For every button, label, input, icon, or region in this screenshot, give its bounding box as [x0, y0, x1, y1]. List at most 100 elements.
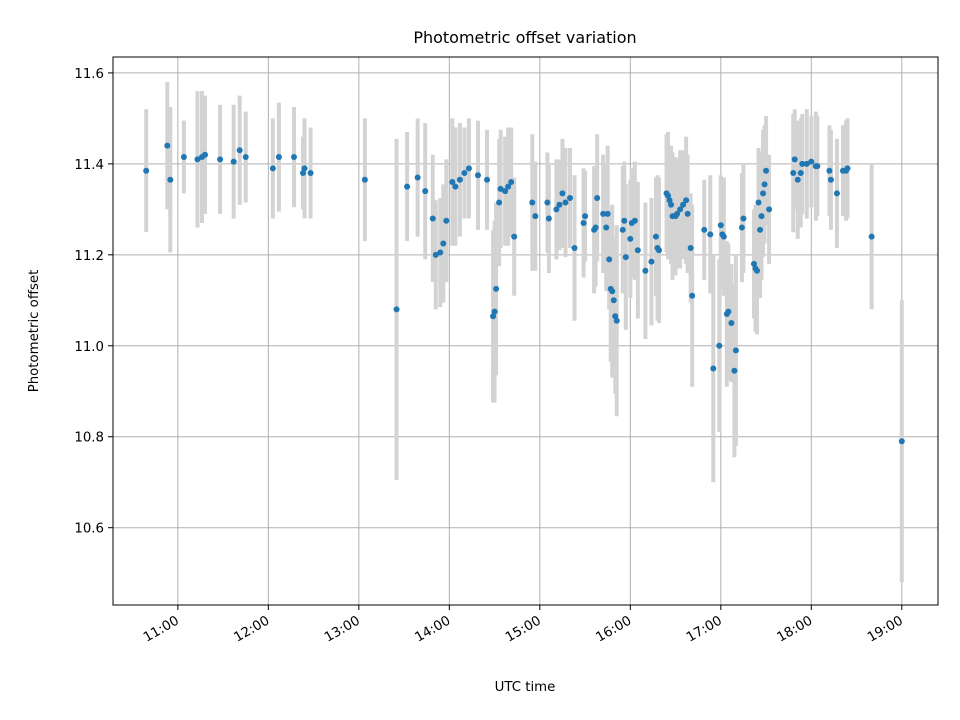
data-point — [684, 210, 691, 217]
data-point — [600, 210, 607, 217]
data-point — [763, 167, 770, 174]
y-axis-label: Photometric offset — [27, 270, 42, 393]
data-point — [449, 179, 456, 186]
data-point — [760, 190, 767, 197]
data-point — [242, 154, 249, 161]
data-point — [707, 231, 714, 238]
data-point — [465, 165, 472, 172]
data-point — [683, 197, 690, 204]
data-point — [592, 224, 599, 231]
data-point — [180, 154, 187, 161]
data-point — [761, 181, 768, 188]
data-point — [728, 320, 735, 327]
data-point — [429, 215, 436, 222]
data-point — [236, 147, 243, 154]
data-point — [511, 233, 518, 240]
data-point — [532, 213, 539, 220]
data-point — [493, 285, 500, 292]
data-point — [790, 169, 797, 176]
data-point — [491, 308, 498, 315]
data-point — [559, 190, 566, 197]
data-point — [621, 217, 628, 224]
data-point — [217, 156, 224, 163]
data-point — [655, 247, 662, 254]
data-point — [731, 367, 738, 374]
data-point — [603, 224, 610, 231]
data-point — [544, 199, 551, 206]
data-point — [642, 267, 649, 274]
data-point — [687, 245, 694, 252]
x-axis-label: UTC time — [495, 680, 556, 695]
data-point — [508, 179, 515, 186]
data-point — [868, 233, 875, 240]
chart-title: Photometric offset variation — [413, 28, 636, 47]
data-point — [461, 169, 468, 176]
y-tick-label: 11.4 — [74, 158, 104, 173]
data-point — [794, 176, 801, 183]
data-point — [275, 154, 282, 161]
data-point — [443, 217, 450, 224]
data-point — [814, 163, 821, 170]
data-point — [826, 167, 833, 174]
data-point — [562, 199, 569, 206]
data-point — [437, 249, 444, 256]
data-point — [497, 185, 504, 192]
data-point — [680, 201, 687, 208]
data-point — [432, 251, 439, 258]
data-point — [404, 183, 411, 190]
data-point — [474, 172, 481, 179]
data-point — [716, 342, 723, 349]
plot-frame — [112, 56, 939, 606]
data-point — [799, 160, 806, 167]
data-point — [791, 156, 798, 163]
data-point — [582, 213, 589, 220]
data-point — [634, 247, 641, 254]
data-point — [414, 174, 421, 181]
data-point — [164, 142, 171, 149]
data-point — [844, 165, 851, 172]
data-point — [738, 224, 745, 231]
data-point — [666, 197, 673, 204]
data-point — [757, 226, 764, 233]
data-point — [677, 206, 684, 213]
data-point — [452, 183, 459, 190]
data-point — [502, 188, 509, 195]
data-point — [827, 176, 834, 183]
y-tick-label: 10.8 — [74, 431, 104, 446]
data-point — [665, 192, 672, 199]
data-point — [393, 306, 400, 313]
data-point — [269, 165, 276, 172]
data-point — [440, 240, 447, 247]
data-point — [484, 176, 491, 183]
data-point — [580, 219, 587, 226]
data-point — [631, 217, 638, 224]
data-point — [725, 308, 732, 315]
data-point — [604, 210, 611, 217]
data-point — [750, 260, 757, 267]
data-point — [648, 258, 655, 265]
data-point — [613, 317, 620, 324]
data-point — [167, 176, 174, 183]
data-point — [496, 199, 503, 206]
data-point — [456, 176, 463, 183]
y-tick-label: 11.0 — [74, 340, 104, 355]
data-point — [797, 169, 804, 176]
data-point — [290, 154, 297, 161]
data-point — [609, 288, 616, 295]
data-point — [529, 199, 536, 206]
data-point — [545, 215, 552, 222]
data-point — [230, 158, 237, 165]
data-point — [652, 233, 659, 240]
data-point — [754, 267, 761, 274]
data-point — [301, 165, 308, 172]
data-point — [732, 347, 739, 354]
data-point — [490, 313, 497, 320]
data-point — [833, 190, 840, 197]
data-point — [505, 183, 512, 190]
data-point — [566, 194, 573, 201]
y-tick-label: 11.6 — [74, 67, 104, 82]
data-point — [674, 210, 681, 217]
data-point — [755, 199, 762, 206]
